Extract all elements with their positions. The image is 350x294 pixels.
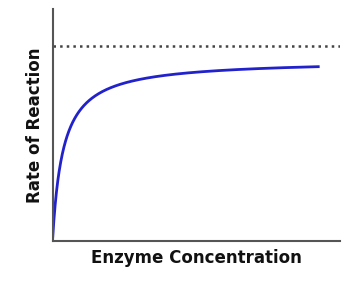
- X-axis label: Enzyme Concentration: Enzyme Concentration: [91, 249, 301, 268]
- Y-axis label: Rate of Reaction: Rate of Reaction: [26, 47, 44, 203]
